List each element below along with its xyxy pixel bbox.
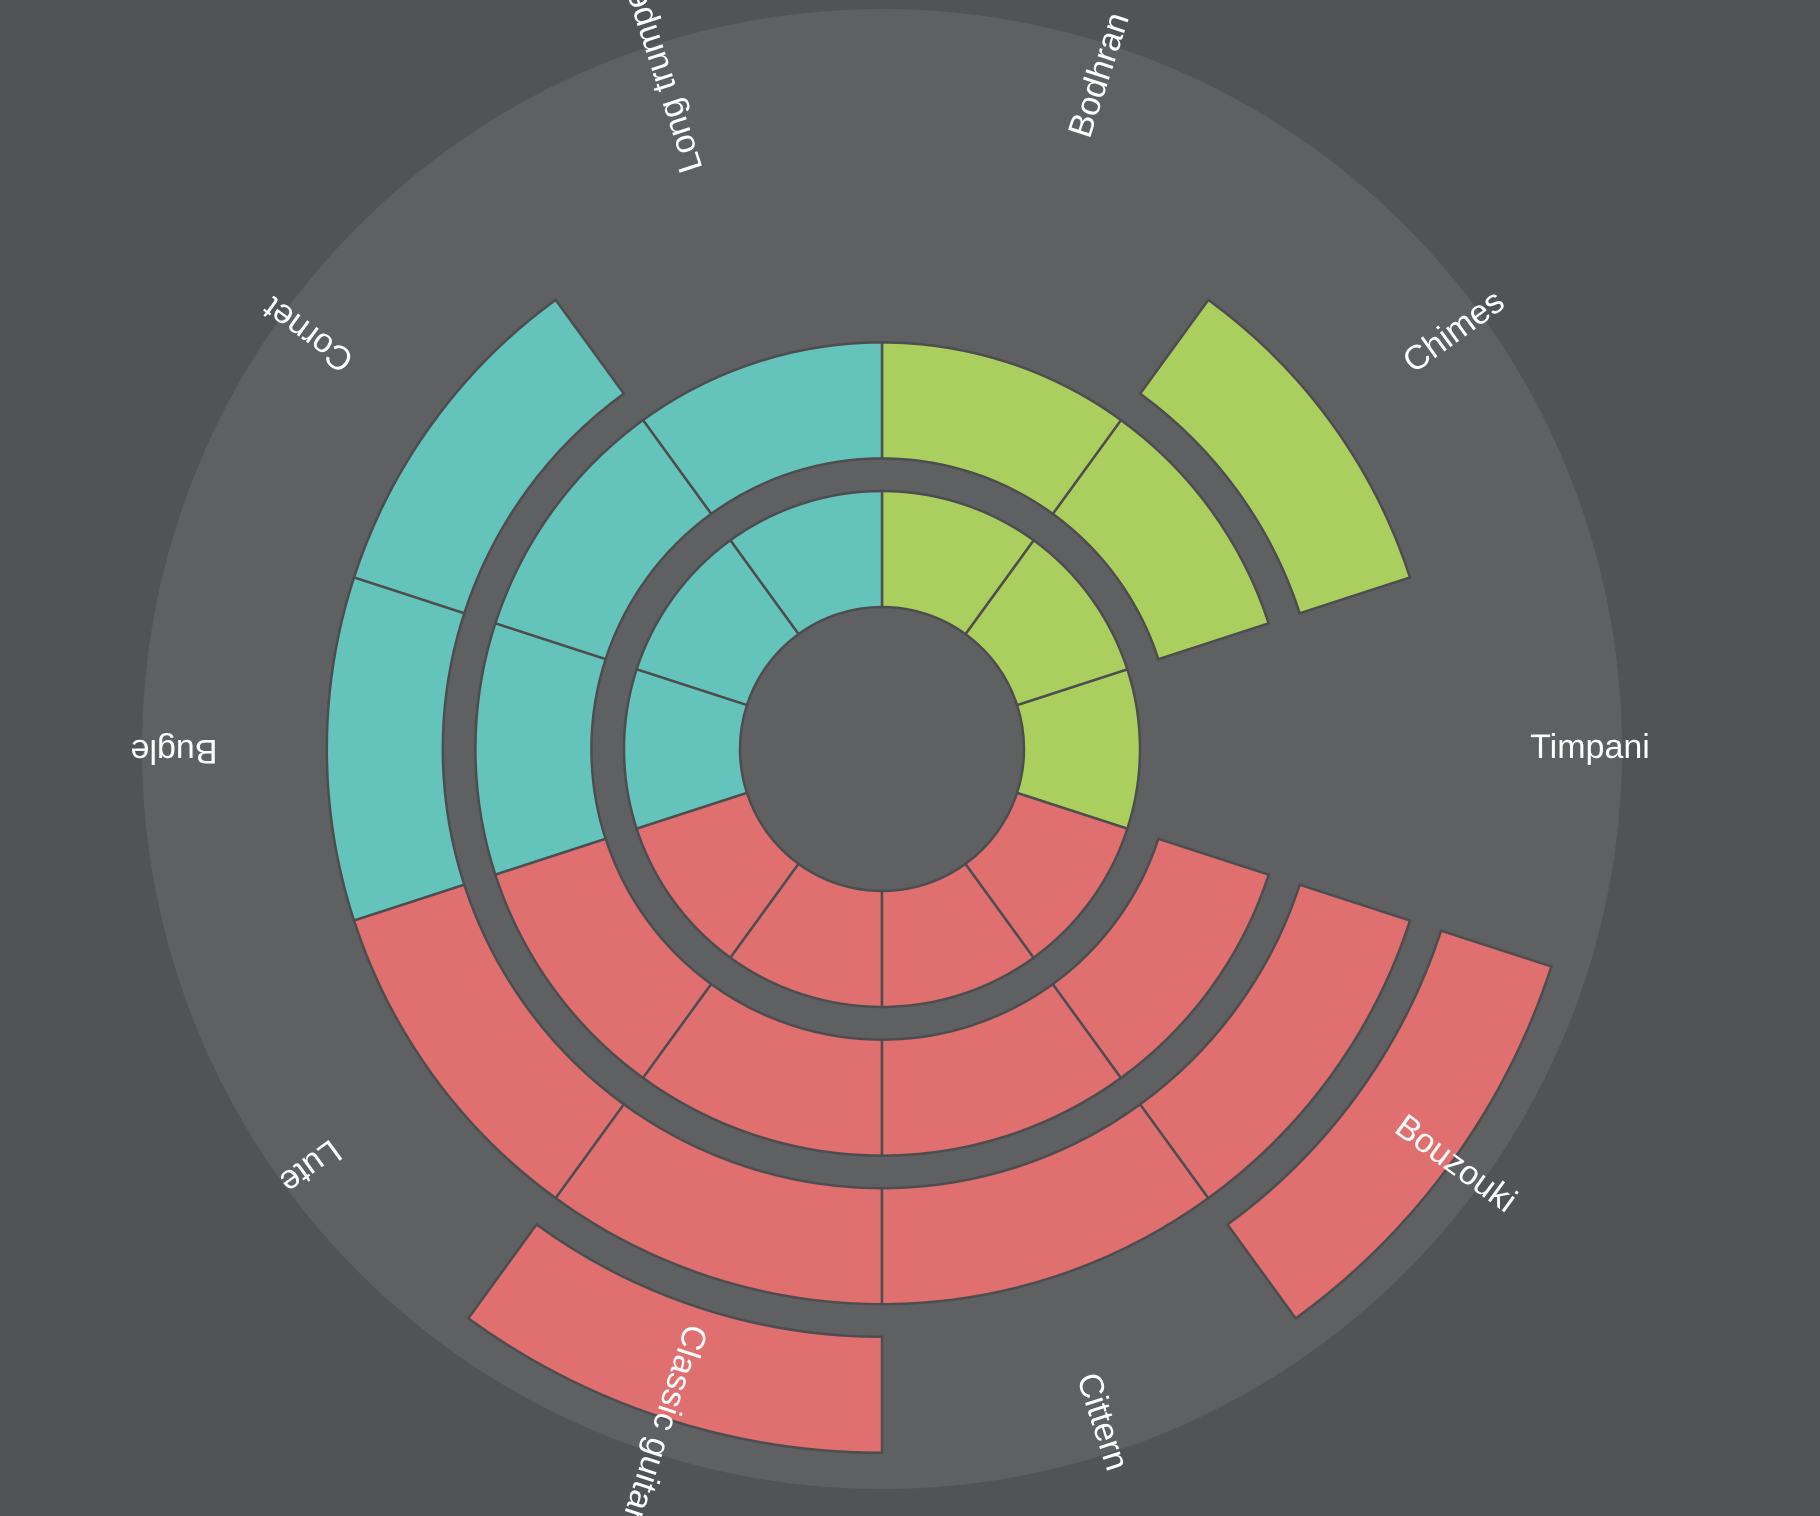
- category-label: Bugle: [131, 732, 218, 770]
- bar-segment: [493, 837, 713, 1080]
- bar-segment: [325, 575, 466, 923]
- bar-segment: [493, 418, 713, 661]
- bar-segment: [466, 1222, 884, 1455]
- bar-segment: [880, 862, 1036, 1009]
- bar-segment: [1138, 883, 1412, 1200]
- bar-segment: [963, 538, 1129, 707]
- bar-segment: [880, 982, 1123, 1157]
- bar-segment: [641, 341, 884, 516]
- bar-segment: [352, 883, 626, 1200]
- bar-segment: [728, 489, 884, 636]
- bar-segment: [728, 862, 884, 1009]
- bar-segment: [880, 1102, 1211, 1306]
- bar-segment: [880, 489, 1036, 636]
- category-label: Timpani: [1530, 728, 1650, 766]
- bar-segment: [1138, 298, 1412, 615]
- bar-segment: [635, 791, 801, 960]
- bar-segment: [1225, 929, 1553, 1321]
- bar-segment: [635, 538, 801, 707]
- bar-segment: [880, 341, 1123, 516]
- bar-segment: [963, 791, 1129, 960]
- bar-segment: [622, 667, 749, 831]
- bar-segment: [553, 1102, 884, 1306]
- bar-segment: [1051, 418, 1271, 661]
- bar-segment: [474, 621, 608, 877]
- bar-segment: [1051, 837, 1271, 1080]
- bar-segment: [641, 982, 884, 1157]
- bar-segment: [352, 298, 626, 615]
